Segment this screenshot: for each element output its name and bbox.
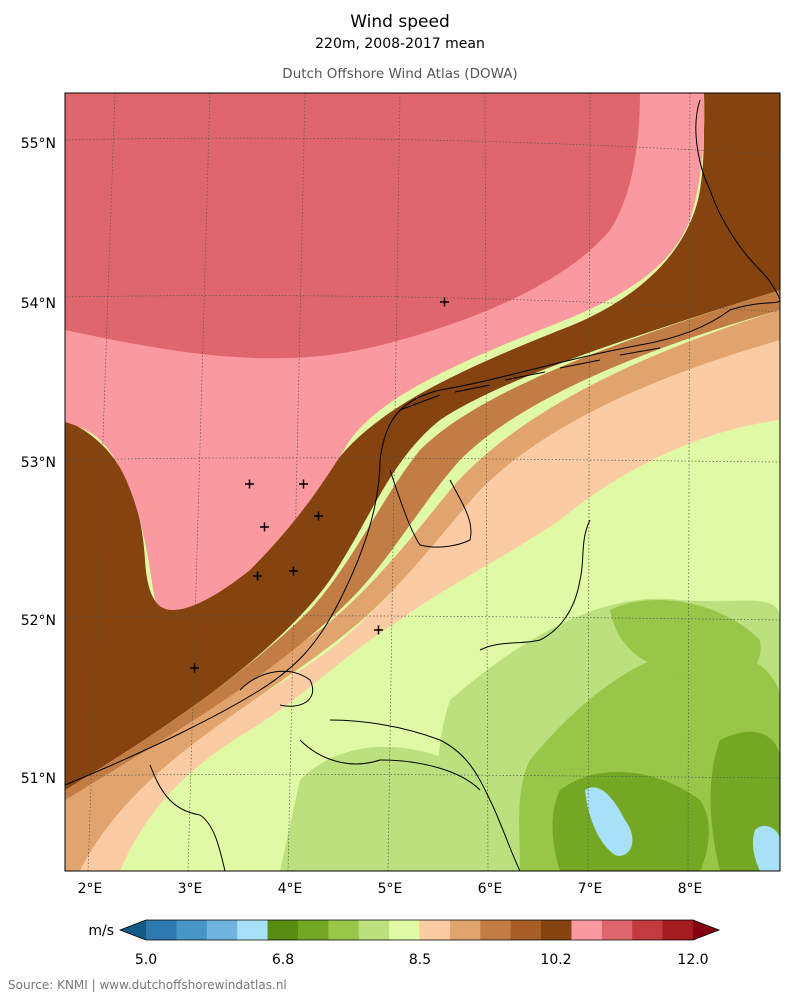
colorbar-cell (389, 920, 420, 940)
colorbar-cell (632, 920, 664, 940)
marker-5 (260, 522, 269, 532)
marker-2 (245, 479, 254, 489)
colorbar-cell (237, 920, 269, 940)
marker-4 (314, 511, 323, 521)
coastlines (65, 99, 780, 871)
lon-label-7: 7°E (578, 881, 603, 897)
colorbar-cell (541, 920, 572, 940)
atlas-name: Dutch Offshore Wind Atlas (DOWA) (282, 66, 518, 82)
lat-label-55: 55°N (21, 136, 56, 152)
marker-1 (440, 297, 449, 307)
colorbar-cell (449, 920, 481, 940)
light-blue-area-1 (585, 787, 633, 856)
colorbar-cell (328, 920, 360, 940)
lon-label-5: 5°E (378, 881, 403, 897)
lat-label-53: 53°N (21, 455, 56, 471)
colorbar-cell (176, 920, 208, 940)
colorbar-cell (601, 920, 633, 940)
colorbar-cell (146, 920, 177, 940)
green-zone-2 (280, 746, 469, 871)
peach-band (65, 330, 780, 871)
colorbar-outline (118, 919, 721, 941)
marker-7 (253, 571, 262, 581)
marker-8 (374, 625, 383, 635)
graticule (65, 93, 780, 871)
lon-label-2: 2°E (78, 881, 103, 897)
colorbar-cell (571, 920, 603, 940)
lon-label-6: 6°E (478, 881, 503, 897)
colorbar-cell (693, 920, 719, 940)
lon-label-4: 4°E (278, 881, 303, 897)
colorbar-cell (206, 920, 238, 940)
colorbar: m/s 5.0 6.8 8.5 10.2 12.0 (88, 919, 721, 968)
colorbar-cell (419, 920, 451, 940)
colorbar-cell (297, 920, 329, 940)
map-frame (64, 92, 781, 872)
lon-label-3: 3°E (178, 881, 203, 897)
colorbar-cell (358, 920, 390, 940)
colorbar-cell (267, 920, 299, 940)
longitude-labels: 2°E 3°E 4°E 5°E 6°E 7°E 8°E (78, 881, 703, 897)
lon-label-8: 8°E (678, 881, 703, 897)
lat-label-51: 51°N (21, 771, 56, 787)
colorbar-cell (510, 920, 542, 940)
colorbar-cell (662, 920, 694, 940)
chart-subtitle: 220m, 2008-2017 mean (315, 36, 485, 52)
mid-brown-band (65, 290, 780, 800)
colorbar-tick-8.5: 8.5 (409, 952, 431, 968)
colorbar-tick-6.8: 6.8 (272, 952, 294, 968)
marker-9 (190, 663, 199, 673)
latitude-labels: 55°N 54°N 53°N 52°N 51°N (21, 136, 56, 787)
colorbar-tick-12: 12.0 (677, 952, 708, 968)
rose-sea (65, 93, 640, 359)
lat-label-52: 52°N (21, 613, 56, 629)
lat-label-54: 54°N (21, 296, 56, 312)
colorbar-tick-5: 5.0 (135, 952, 157, 968)
marker-6 (289, 566, 298, 576)
chart-title: Wind speed (350, 12, 450, 32)
measurement-markers (190, 297, 449, 673)
source-credit: Source: KNMI | www.dutchoffshorewindatla… (8, 978, 287, 992)
marker-3 (299, 479, 308, 489)
colorbar-cells (118, 919, 721, 941)
green-zone-4 (610, 600, 761, 683)
colorbar-tick-10.2: 10.2 (540, 952, 571, 968)
map-fields (65, 93, 780, 871)
colorbar-cell (120, 920, 146, 940)
colorbar-cell (480, 920, 512, 940)
light-blue-area-2 (752, 825, 780, 871)
colorbar-unit: m/s (88, 923, 114, 939)
